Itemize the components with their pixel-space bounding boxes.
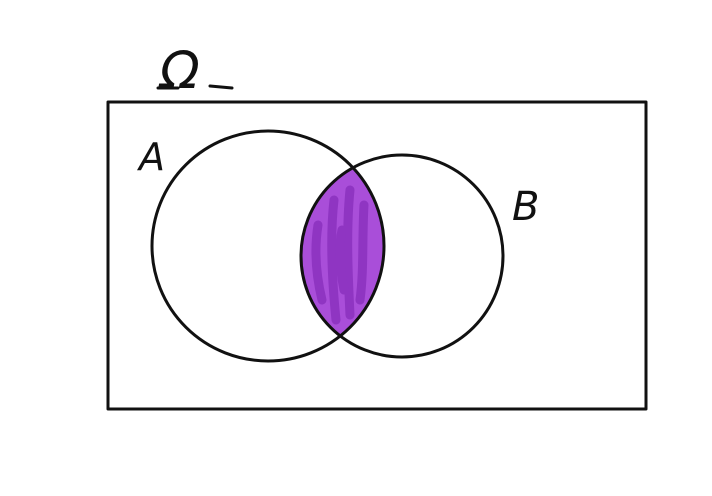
universe-rectangle [106,100,648,411]
universe-label-underline [156,84,234,90]
intersection-scribble [311,185,369,325]
set-a-circle [150,129,386,363]
intersection-region [301,155,384,352]
set-b-label: B [512,184,539,230]
set-b-circle [299,153,505,359]
universe-label: Ω [158,41,200,101]
set-a-label: A [136,135,165,179]
